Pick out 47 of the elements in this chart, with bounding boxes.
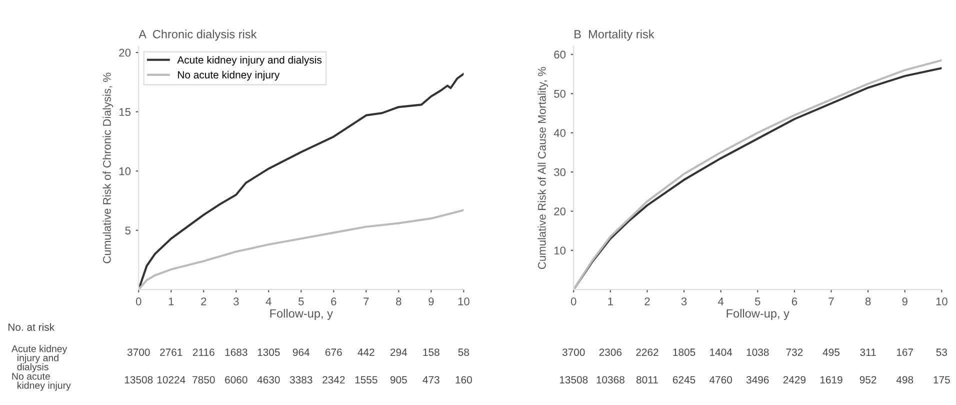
x-tick-label: 4 xyxy=(718,298,724,306)
chart-title: B Mortality risk xyxy=(574,30,654,41)
y-tick-label: 60 xyxy=(554,50,566,59)
y-tick-label: 10 xyxy=(119,167,131,176)
text: No acute kidney injury xyxy=(12,372,71,391)
x-tick-label: 9 xyxy=(902,298,908,306)
x-tick-label: 0 xyxy=(136,298,142,306)
y-tick-label: 20 xyxy=(554,207,566,216)
x-tick-label: 8 xyxy=(396,298,402,306)
x-tick-label: 2 xyxy=(201,298,206,306)
y-tick-label: 5 xyxy=(125,226,131,234)
x-tick-label: 1 xyxy=(168,298,174,306)
y-axis-title: Cumulative Risk of All Cause Mortality, % xyxy=(538,66,548,269)
x-tick-label: 2 xyxy=(644,298,650,306)
legend-label: Acute kidney injury and dialysis xyxy=(177,56,322,66)
x-tick-label: 3 xyxy=(681,298,687,306)
text: 13508 10368 8011 6245 4760 3496 2429 1619 952 498 175 xyxy=(560,376,950,384)
x-tick-label: 0 xyxy=(570,298,576,306)
x-tick-label: 6 xyxy=(331,298,336,306)
x-tick-label: 9 xyxy=(428,298,434,306)
x-tick-label: 7 xyxy=(828,298,834,306)
x-tick-label: 1 xyxy=(608,298,613,306)
legend-label: No acute kidney injury xyxy=(178,70,280,81)
text: Acute kidney injury and dialysis xyxy=(11,345,68,372)
y-tick-label: 20 xyxy=(119,48,131,57)
chart-title: A Chronic dialysis risk xyxy=(138,30,257,41)
x-tick-label: 10 xyxy=(936,298,948,306)
x-tick-label: 6 xyxy=(792,298,798,306)
x-axis-title: Follow-up, y xyxy=(270,308,333,320)
y-tick-label: 40 xyxy=(554,129,566,137)
y-axis-title: Cumulative Risk of Chronic Dialysis, % xyxy=(102,72,114,264)
text: 13508 10224 7850 6060 4630 3383 2342 1555 905 473 160 xyxy=(124,376,472,384)
y-tick-label: 10 xyxy=(554,246,566,255)
x-tick-label: 7 xyxy=(364,298,369,306)
x-tick-label: 5 xyxy=(298,298,304,306)
text: No. at risk xyxy=(8,323,55,331)
x-tick-label: 8 xyxy=(865,298,871,306)
x-axis-title: Follow-up, y xyxy=(726,308,790,320)
y-tick-label: 15 xyxy=(119,108,131,116)
text: 3700 2306 2262 1805 1404 1038 732 495 311 167 53 xyxy=(562,348,947,356)
x-tick-label: 5 xyxy=(754,298,760,306)
x-tick-label: 10 xyxy=(458,298,470,306)
text: 3700 2761 2116 1683 1305 964 676 442 294 158 58 xyxy=(127,348,469,356)
y-tick-label: 50 xyxy=(554,90,566,98)
x-tick-label: 3 xyxy=(233,298,239,306)
x-tick-label: 4 xyxy=(266,298,272,306)
y-tick-label: 30 xyxy=(554,168,566,176)
